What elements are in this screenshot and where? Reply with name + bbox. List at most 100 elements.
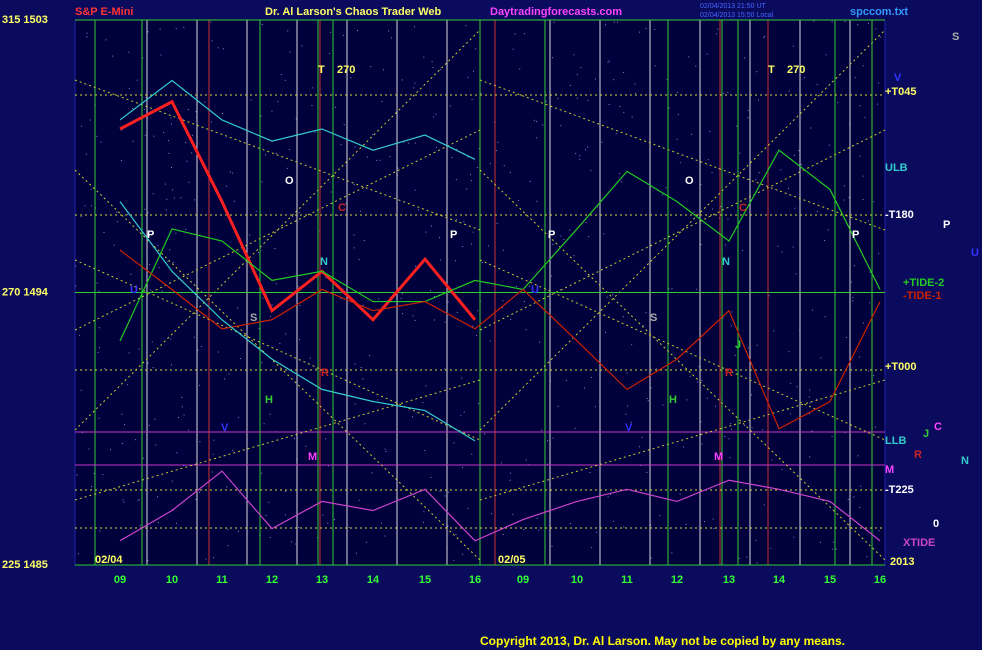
star [227,528,229,530]
star [793,154,795,156]
star [613,21,615,23]
star [481,261,483,263]
star [121,129,123,131]
star [389,156,391,158]
star [555,93,557,95]
star [414,189,416,191]
star [340,144,342,146]
star [183,26,185,28]
star [265,514,267,516]
star [859,105,861,107]
x-tick-label: 15 [824,574,836,586]
star [431,225,433,227]
x-tick-label: 11 [216,574,228,586]
star [414,142,416,144]
star [370,66,372,68]
series-line [119,99,477,322]
annotation: C [338,202,346,214]
star [780,169,782,171]
star [462,553,464,555]
annotation: U [531,284,539,296]
star [187,109,189,111]
star [449,105,451,107]
star [569,84,571,86]
star [169,249,171,251]
star [197,349,199,351]
star [553,21,555,23]
star [538,529,540,531]
star [377,399,379,401]
star [353,247,355,249]
star [425,385,427,387]
star [168,140,170,142]
star [857,24,859,26]
star [408,142,410,144]
annotation: N [320,256,328,268]
star [147,362,149,364]
diagonal-line [74,129,481,331]
star [716,33,718,35]
star [623,526,625,528]
star [734,354,736,356]
star [654,28,656,30]
star [763,504,765,506]
star [510,318,512,320]
star [172,262,174,264]
star [204,101,206,103]
star [683,446,685,448]
star [747,110,749,112]
star [385,450,387,452]
star [662,404,664,406]
star [550,275,552,277]
annotation: P [943,219,950,231]
star [274,248,276,250]
star [755,179,757,181]
star [212,453,214,455]
star [384,448,386,450]
star [424,450,426,452]
star [846,336,848,338]
star [142,457,144,459]
star [191,134,193,136]
star [237,307,239,309]
star [790,382,792,384]
star [269,413,271,415]
star [75,265,77,267]
star [604,331,606,333]
star [650,524,652,526]
star [608,60,610,62]
timestamp: 02/04/2013 21:50 UT [700,3,766,10]
star [440,259,442,261]
star [816,210,818,212]
star [81,432,83,434]
star [285,333,287,335]
star [95,207,97,209]
star [160,54,162,56]
star [461,377,463,379]
star [671,552,673,554]
annotation: 0 [933,518,939,530]
star [122,442,124,444]
star [185,142,187,144]
star [798,150,800,152]
star [736,125,738,127]
star [355,552,357,554]
star [415,265,417,267]
star [171,364,173,366]
annotation: H [669,394,677,406]
star [617,21,619,23]
star [868,370,870,372]
star [848,197,850,199]
star [645,27,647,29]
star [685,523,687,525]
star [388,30,390,32]
star [580,67,582,69]
star [298,286,300,288]
star [262,297,264,299]
star [353,183,355,185]
diagonal-line [479,129,886,331]
star [249,234,251,236]
star [138,498,140,500]
star [299,304,301,306]
star [298,212,300,214]
